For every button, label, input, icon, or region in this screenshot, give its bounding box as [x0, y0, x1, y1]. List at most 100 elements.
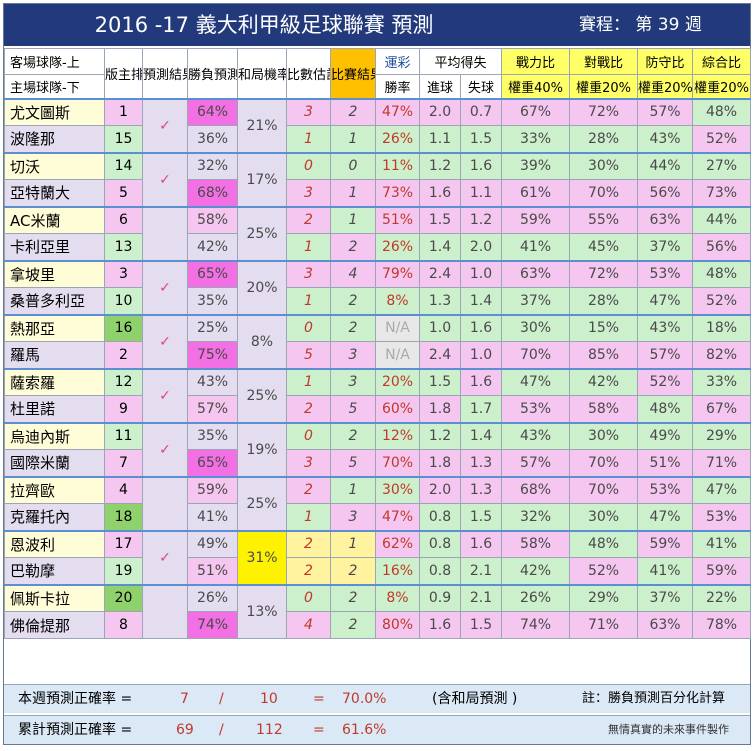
team-name: 波隆那 [4, 125, 105, 153]
winlose-cell: 59% [187, 476, 238, 504]
defense-cell: 48% [637, 395, 694, 423]
power-cell: 58% [501, 530, 571, 558]
cumulative-total: 112 [256, 722, 283, 738]
h2h-cell: 52% [569, 557, 639, 585]
h2h-cell: 30% [569, 152, 639, 180]
prediction-tick: ✓ [142, 422, 188, 477]
goals-against-cell: 2.1 [459, 557, 503, 585]
overall-cell: 27% [692, 152, 752, 180]
lottery-cell: 8% [375, 287, 420, 315]
result-cell: 1 [330, 476, 376, 504]
table-row: 拿坡里 3 ✓ 65% 20% 3 4 79% 2.4 1.0 63% 72% 53% 48% [4, 260, 752, 315]
goals-for-cell: 2.4 [419, 260, 461, 288]
goals-against-cell: 1.0 [459, 260, 503, 288]
goals-for-cell: 1.5 [419, 368, 461, 396]
winlose-cell: 74% [187, 611, 238, 639]
lottery-cell: N/A [375, 341, 420, 369]
winlose-cell: 58% [187, 206, 238, 234]
cumulative-rate: 61.6% [342, 722, 387, 738]
prediction-tick: ✓ [142, 314, 188, 369]
prediction-tick [142, 206, 188, 261]
winlose-cell: 36% [187, 125, 238, 153]
score-estimate-cell: 3 [286, 179, 331, 207]
header-prediction: 預測結果 [142, 48, 188, 99]
power-cell: 53% [501, 395, 571, 423]
winlose-cell: 32% [187, 152, 238, 180]
h2h-cell: 85% [569, 341, 639, 369]
draw-cell: 17% [237, 152, 287, 207]
defense-cell: 53% [637, 476, 694, 504]
goals-against-cell: 1.5 [459, 611, 503, 639]
goals-for-cell: 1.4 [419, 233, 461, 261]
lottery-cell: 73% [375, 179, 420, 207]
table-row: 薩索羅 12 ✓ 43% 25% 1 3 20% 1.5 1.6 47% 42% 52% 33% [4, 368, 752, 423]
rank-cell: 6 [104, 206, 143, 234]
defense-cell: 43% [637, 125, 694, 153]
table-row: 佛倫提那 8 74% 4 2 80% 1.6 1.5 74% 71% 63% 78% [4, 611, 752, 639]
header-power: 戰力比 [501, 48, 571, 75]
defense-cell: 53% [637, 260, 694, 288]
score-estimate-cell: 1 [286, 125, 331, 153]
header-lottery: 運彩 [375, 48, 420, 75]
defense-cell: 52% [637, 368, 694, 396]
winlose-cell: 57% [187, 395, 238, 423]
team-name: 切沃 [4, 152, 105, 180]
result-cell: 2 [330, 422, 376, 450]
table-row: 拉齊歐 4 59% 25% 2 1 30% 2.0 1.3 68% 70% 53% 47% [4, 476, 752, 531]
team-name: 卡利亞里 [4, 233, 105, 261]
result-cell: 5 [330, 395, 376, 423]
h2h-cell: 28% [569, 125, 639, 153]
table-row: 切沃 14 ✓ 32% 17% 0 0 11% 1.2 1.6 39% 30% 44% 27% [4, 152, 752, 207]
table-row: 熱那亞 16 ✓ 25% 8% 0 2 N/A 1.0 1.6 30% 15% 43% 18% [4, 314, 752, 369]
header-h2h-weight: 權重20% [569, 74, 639, 99]
goals-for-cell: 1.0 [419, 314, 461, 342]
score-estimate-cell: 1 [286, 233, 331, 261]
h2h-cell: 15% [569, 314, 639, 342]
prediction-tick: ✓ [142, 98, 188, 153]
result-cell: 1 [330, 206, 376, 234]
power-cell: 70% [501, 341, 571, 369]
lottery-cell: 26% [375, 233, 420, 261]
goals-for-cell: 2.4 [419, 341, 461, 369]
h2h-cell: 71% [569, 611, 639, 639]
credit-text: 無情真實的未來事件製作 [608, 723, 729, 736]
table-row: AC米蘭 6 58% 25% 2 1 51% 1.5 1.2 59% 55% 63% 44% [4, 206, 752, 261]
score-estimate-cell: 2 [286, 206, 331, 234]
table-row: 烏迪內斯 11 ✓ 35% 19% 0 2 12% 1.2 1.4 43% 30% 49% 29% [4, 422, 752, 477]
goals-against-cell: 1.1 [459, 179, 503, 207]
defense-cell: 41% [637, 557, 694, 585]
rank-cell: 5 [104, 179, 143, 207]
prediction-table: 客場球隊-上 版主排名 預測結果 勝負預測 和局機率 比數估計 比賽結果 運彩 … [4, 48, 752, 639]
prediction-tick [142, 476, 188, 531]
score-estimate-cell: 1 [286, 368, 331, 396]
winlose-cell: 68% [187, 179, 238, 207]
goals-against-cell: 1.6 [459, 530, 503, 558]
goals-for-cell: 1.2 [419, 422, 461, 450]
result-cell: 3 [330, 503, 376, 531]
lottery-cell: 8% [375, 584, 420, 612]
overall-cell: 41% [692, 530, 752, 558]
winlose-cell: 51% [187, 557, 238, 585]
header-home-teams: 主場球隊-下 [4, 74, 105, 99]
header-defense-weight: 權重20% [637, 74, 694, 99]
power-cell: 68% [501, 476, 571, 504]
power-cell: 30% [501, 314, 571, 342]
team-name: 尤文圖斯 [4, 98, 105, 126]
header-overall-weight: 權重20% [692, 74, 752, 99]
draw-cell: 25% [237, 368, 287, 423]
draw-cell: 19% [237, 422, 287, 477]
score-estimate-cell: 2 [286, 557, 331, 585]
winlose-cell: 35% [187, 422, 238, 450]
overall-cell: 22% [692, 584, 752, 612]
prediction-tick: ✓ [142, 152, 188, 207]
team-name: 拉齊歐 [4, 476, 105, 504]
prediction-tick [142, 584, 188, 639]
power-cell: 61% [501, 179, 571, 207]
round-label: 賽程： 第 39 週 [579, 15, 702, 35]
score-estimate-cell: 5 [286, 341, 331, 369]
h2h-cell: 42% [569, 368, 639, 396]
lottery-cell: 12% [375, 422, 420, 450]
goals-for-cell: 1.3 [419, 287, 461, 315]
defense-cell: 59% [637, 530, 694, 558]
cumulative-correct: 69 [176, 722, 194, 738]
